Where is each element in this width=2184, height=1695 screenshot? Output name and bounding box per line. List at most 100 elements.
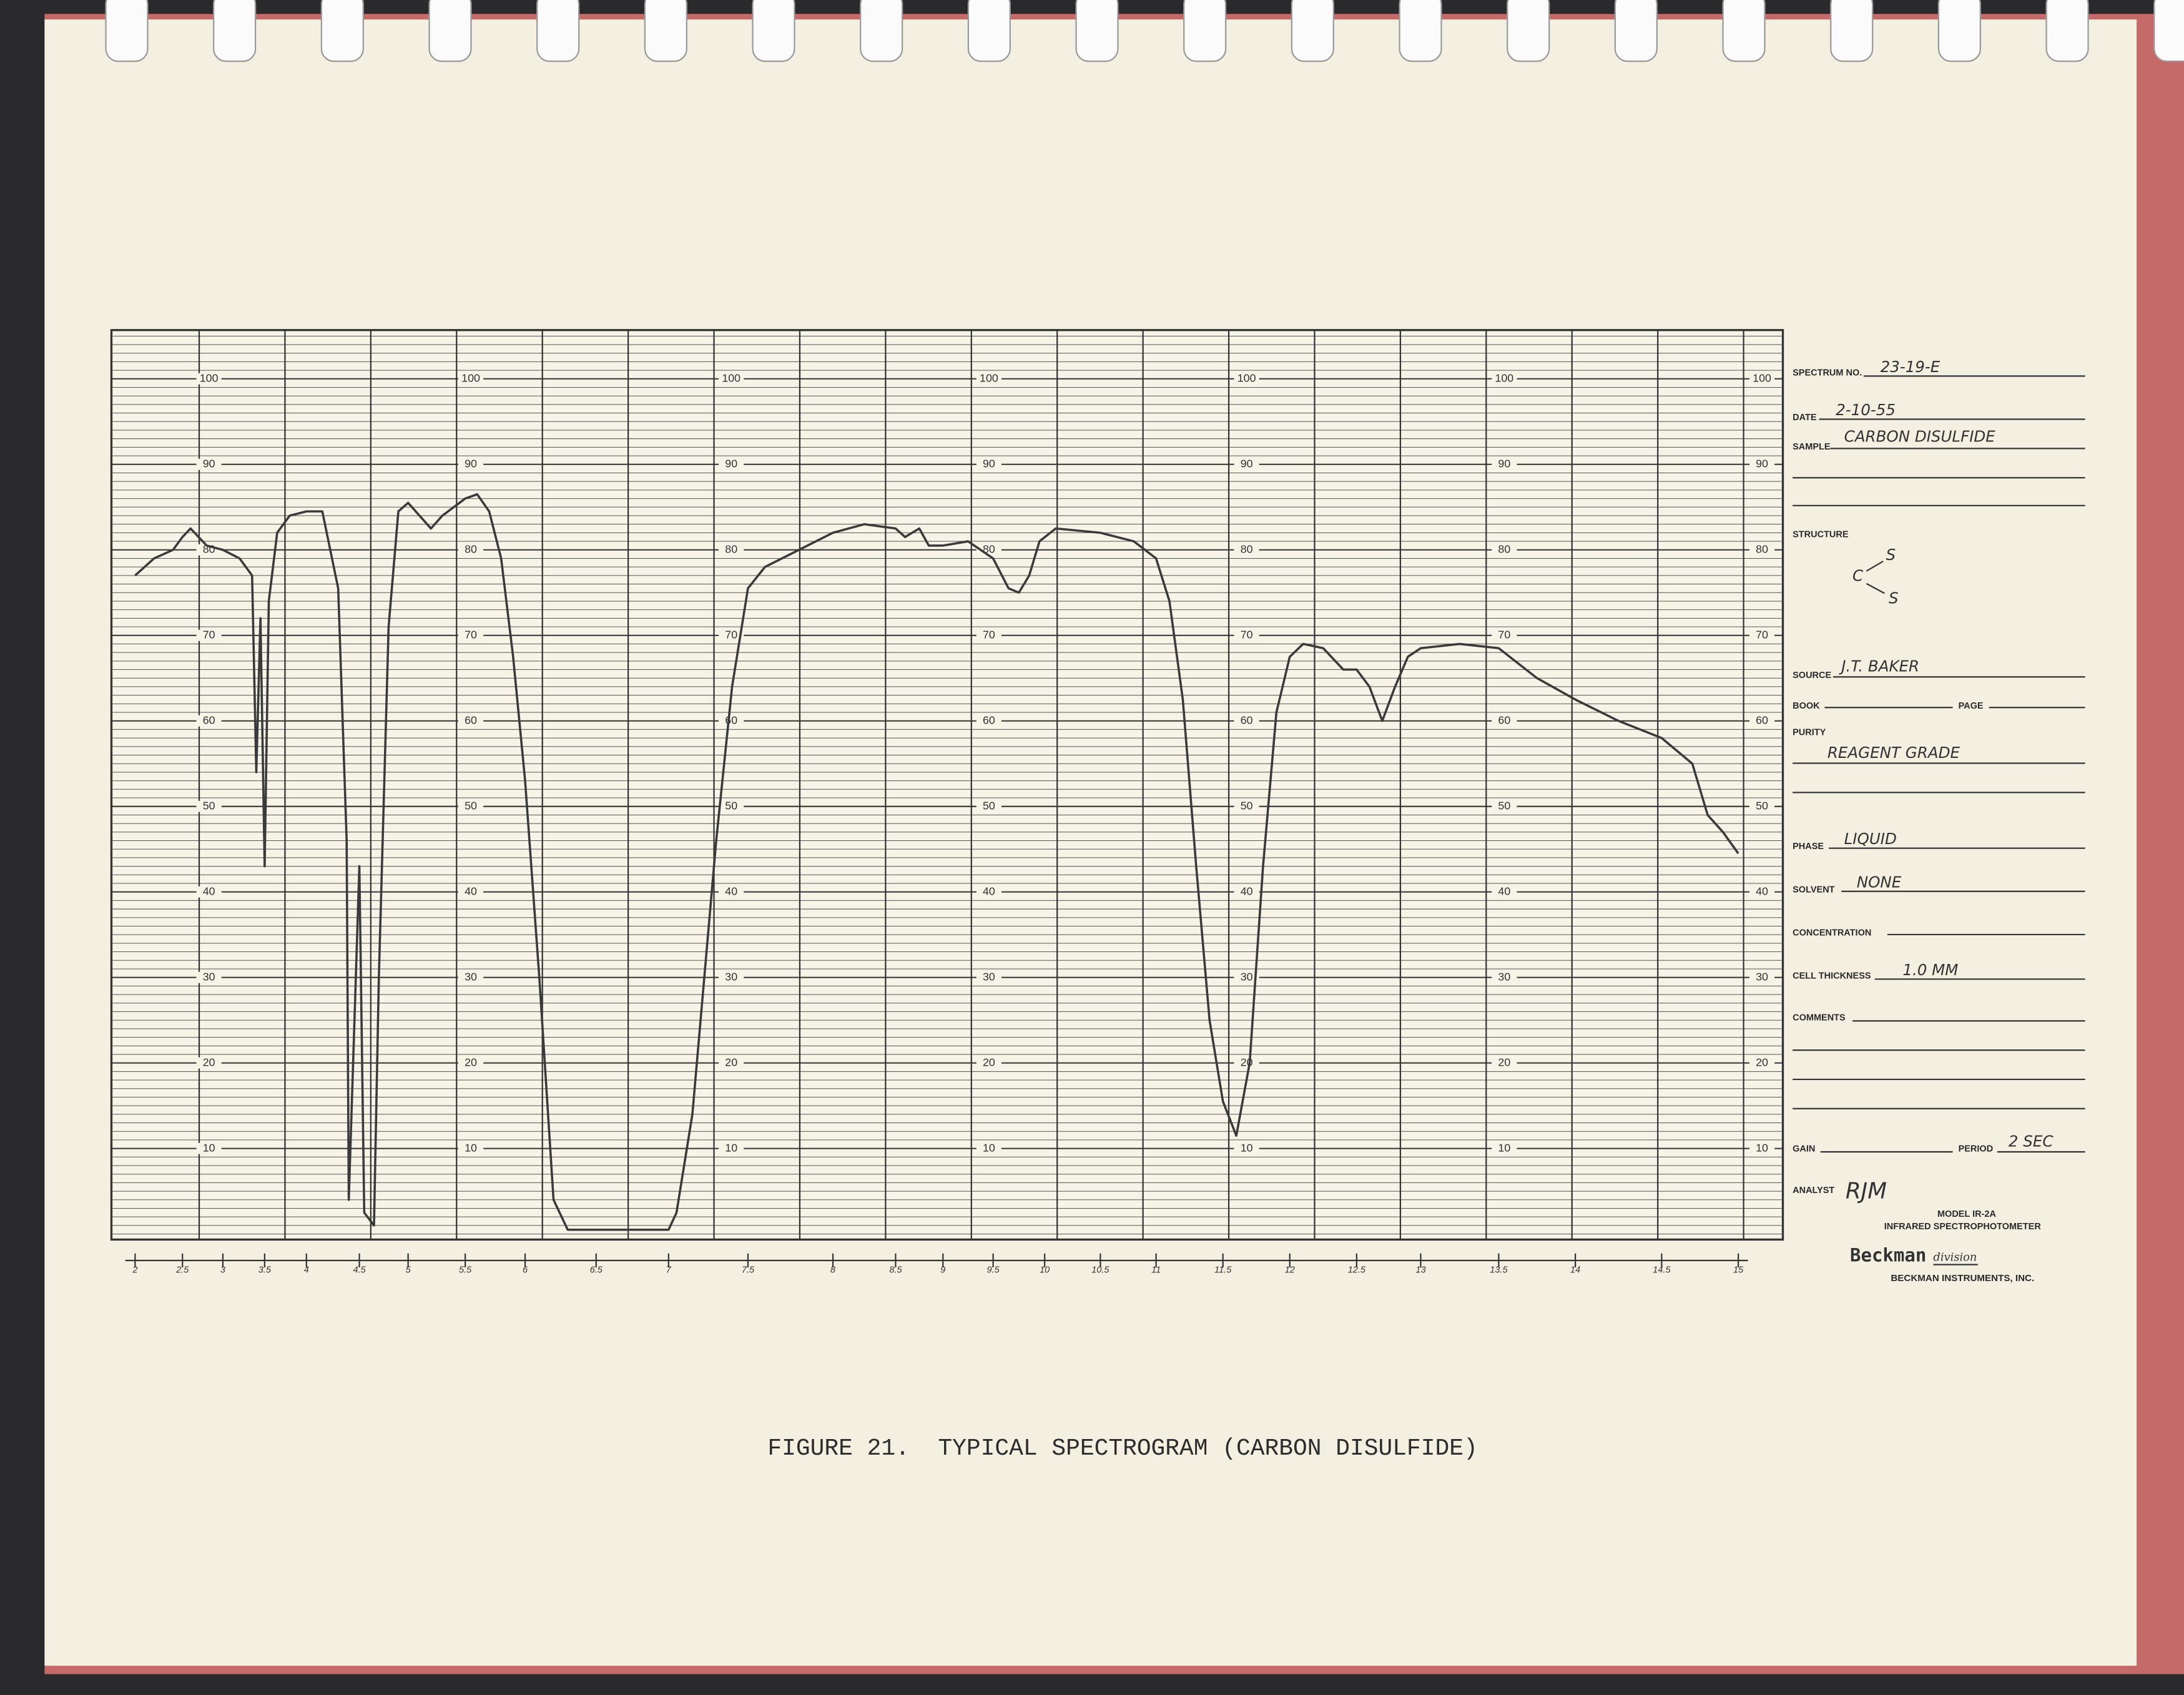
y-tick-label: 30 [1241,970,1253,983]
y-tick-label: 50 [1756,799,1768,812]
ring [1075,0,1119,62]
y-tick-label: 20 [465,1056,477,1068]
x-tick-label: 4 [304,1265,309,1275]
y-tick-label: 100 [461,372,480,385]
y-tick-label: 70 [1241,628,1253,641]
y-tick-label: 100 [200,372,219,385]
label-gap [196,1057,222,1069]
label-gap [719,458,744,470]
y-tick-label: 40 [725,885,737,897]
x-tick-label: 11 [1151,1265,1161,1275]
ring [105,0,149,62]
field-value: 1.0 MM [1902,961,1958,979]
y-tick-label: 70 [983,628,995,641]
label-gap [976,373,1001,385]
x-tick-label: 14.5 [1653,1265,1671,1275]
y-tick-label: 60 [203,714,215,726]
y-tick-label: 30 [203,970,215,983]
y-tick-label: 70 [203,628,215,641]
label-gap [196,1142,222,1154]
label-gap [719,971,744,983]
field-label: GAIN [1793,1144,1815,1154]
x-tick-label: 7.5 [742,1265,755,1275]
ring [2153,0,2184,62]
x-tick-label: 11.5 [1214,1265,1232,1275]
caption: FIGURE 21. TYPICAL SPECTROGRAM (CARBON D… [767,1435,1477,1462]
ring [752,0,795,62]
x-tick-label: 6.5 [590,1265,603,1275]
y-tick-label: 60 [983,714,995,726]
label-gap [1749,373,1775,385]
label-gap [1234,1142,1259,1154]
label-gap [719,800,744,812]
label-gap [1492,1142,1517,1154]
label-gap [1234,715,1259,727]
x-tick-label: 3.5 [258,1265,272,1275]
label-gap [1234,971,1259,983]
y-tick-label: 40 [203,885,215,897]
label-gap [1749,1057,1775,1069]
field-label: BOOK [1793,701,1820,711]
y-tick-label: 20 [203,1056,215,1068]
brand: Beckman [1850,1244,1926,1265]
y-tick-label: 90 [203,457,215,469]
y-tick-label: 60 [1756,714,1768,726]
label-gap [976,544,1001,556]
y-tick-label: 10 [465,1141,477,1154]
field-label: SAMPLE [1793,442,1831,452]
x-tick-label: 8.5 [889,1265,902,1275]
y-tick-label: 60 [1241,714,1253,726]
y-tick-label: 10 [203,1141,215,1154]
instrument-name: INFRARED SPECTROPHOTOMETER [1884,1222,2042,1232]
y-tick-label: 50 [983,799,995,812]
y-tick-label: 100 [980,372,998,385]
field-label: PAGE [1959,701,1984,711]
x-tick-label: 2.5 [175,1265,189,1275]
y-tick-label: 60 [725,714,737,726]
label-gap [458,1142,484,1154]
y-tick-label: 90 [983,457,995,469]
field-label: SOURCE [1793,671,1831,680]
label-gap [719,886,744,898]
y-tick-label: 90 [725,457,737,469]
y-tick-label: 50 [465,799,477,812]
label-gap [976,886,1001,898]
y-tick-label: 50 [1498,799,1510,812]
structure-atom: C [1852,567,1864,585]
field-value: CARBON DISULFIDE [1844,428,1996,446]
label-gap [1234,629,1259,641]
field-label: PERIOD [1959,1144,1994,1154]
form: SPECTRUM NO. 23-19-E DATE 2-10-55 SAMPLE… [1793,358,2085,1284]
label-gap [976,800,1001,812]
spectrum-line [134,493,1739,1231]
y-tick-label: 40 [1498,885,1510,897]
y-tick-label: 10 [725,1141,737,1154]
label-gap [1749,971,1775,983]
y-tick-label: 30 [1498,970,1510,983]
label-gap [719,544,744,556]
ring [536,0,580,62]
label-gap [1749,1142,1775,1154]
ring [1937,0,1981,62]
label-gap [1234,544,1259,556]
y-tick-label: 20 [1756,1056,1768,1068]
field-value: RJM [1846,1179,1887,1204]
bond [1866,582,1885,594]
label-gap [1234,458,1259,470]
field-label: PHASE [1793,842,1824,852]
label-gap [196,715,222,727]
label-gap [976,1057,1001,1069]
y-tick-label: 80 [725,543,737,555]
y-tick-label: 70 [1498,628,1510,641]
label-gap [1492,886,1517,898]
ring [860,0,903,62]
field-value: LIQUID [1844,830,1897,848]
field-label: PURITY [1793,727,1826,737]
label-gap [976,1142,1001,1154]
field-label: ANALYST [1793,1186,1834,1196]
label-gap [1749,629,1775,641]
label-gap [1749,886,1775,898]
field-value: REAGENT GRADE [1827,744,1960,762]
label-gap [976,971,1001,983]
